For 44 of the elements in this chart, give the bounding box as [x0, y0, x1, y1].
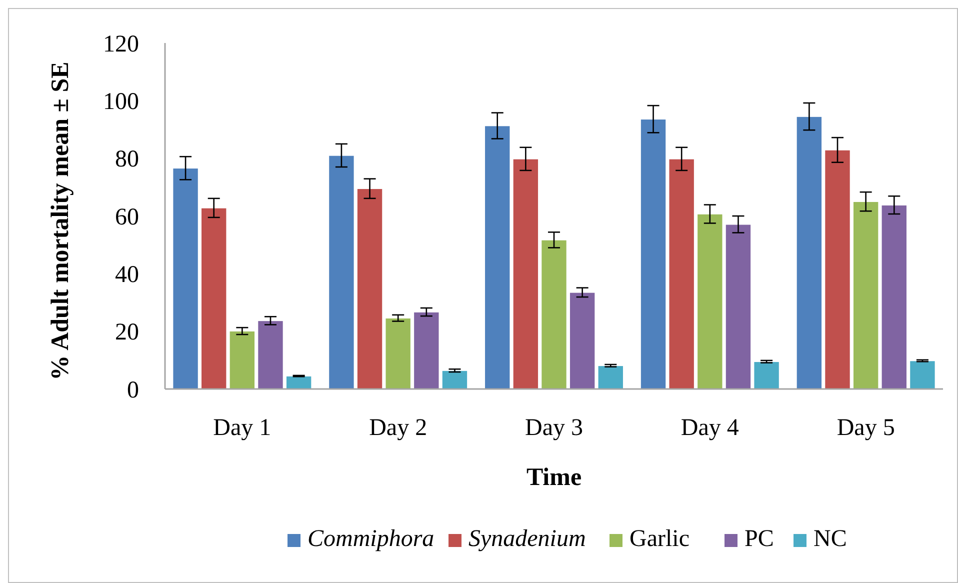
bar	[413, 312, 440, 390]
bar	[696, 214, 724, 390]
bar	[668, 158, 695, 390]
bar	[725, 224, 752, 390]
y-axis-title: % Adult mortality mean ± SE	[47, 62, 74, 380]
legend-label: Synadenium	[468, 526, 586, 552]
x-axis-title: Time	[526, 464, 582, 491]
legend-label: Garlic	[630, 526, 690, 552]
bar	[512, 158, 539, 390]
x-tick-label: Day 3	[525, 415, 583, 441]
x-tick-label: Day 2	[369, 415, 428, 441]
y-tick-label: 40	[115, 262, 139, 288]
x-tick-label: Day 4	[680, 415, 739, 441]
y-tick-label: 0	[127, 377, 139, 404]
y-tick-label: 100	[103, 89, 139, 116]
bar	[640, 118, 666, 390]
y-tick-label: 120	[103, 31, 139, 58]
bar	[796, 116, 822, 390]
legend-label: Commiphora	[308, 526, 434, 552]
bar	[597, 365, 624, 390]
bar	[540, 240, 568, 390]
y-tick-label: 60	[115, 204, 139, 230]
bar	[356, 188, 383, 390]
bar	[909, 360, 936, 390]
legend-label: NC	[814, 526, 847, 552]
bar	[384, 318, 412, 390]
x-tick-label: Day 5	[836, 415, 895, 441]
y-tick-label: 80	[115, 146, 139, 173]
bar	[442, 370, 468, 390]
y-tick-label: 20	[115, 320, 139, 346]
bar	[328, 155, 355, 390]
bar	[824, 150, 851, 390]
bar	[569, 292, 596, 390]
bar	[852, 201, 879, 390]
bar	[881, 204, 908, 390]
bar	[257, 320, 284, 390]
bar	[286, 376, 312, 390]
bar	[484, 125, 511, 390]
legend-label: PC	[744, 526, 774, 552]
bar	[200, 208, 227, 390]
bar	[753, 361, 780, 390]
x-tick-label: Day 1	[213, 415, 272, 441]
bar	[229, 330, 256, 390]
bar	[172, 168, 199, 390]
